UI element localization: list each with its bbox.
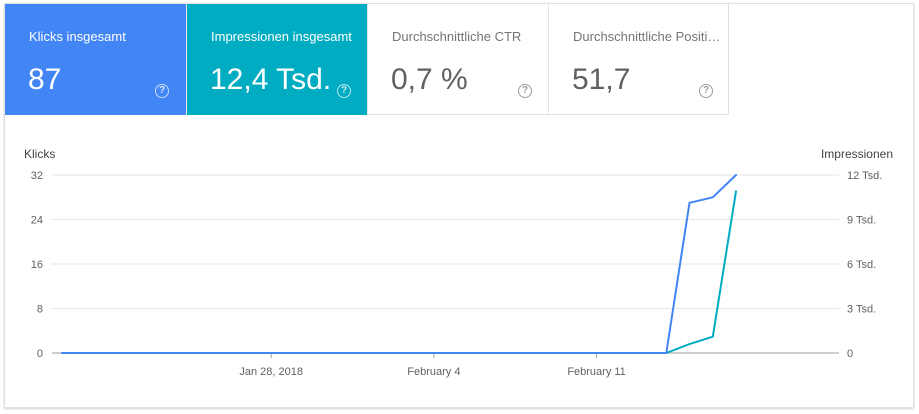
metric-card-clicks[interactable]: Klicks insgesamt 87 ? xyxy=(5,4,186,115)
y-tick-label-right: 0 xyxy=(847,348,853,360)
y-tick-label-left: 16 xyxy=(31,259,43,271)
metric-value: 0,7 % xyxy=(391,63,468,96)
metric-value: 12,4 Tsd. xyxy=(210,63,332,96)
metric-card-ctr[interactable]: Durchschnittliche CTR 0,7 % ? xyxy=(367,4,548,115)
metric-value: 87 xyxy=(28,63,62,96)
series-line-impressions xyxy=(61,190,737,354)
help-icon[interactable]: ? xyxy=(518,84,532,98)
help-icon[interactable]: ? xyxy=(699,84,713,98)
metric-card-impressions[interactable]: Impressionen insgesamt 12,4 Tsd. ? xyxy=(186,4,367,115)
y-tick-label-left: 32 xyxy=(31,170,43,182)
y-tick-label-right: 12 Tsd. xyxy=(847,170,882,182)
y-axis-title-left: Klicks xyxy=(24,147,55,161)
help-icon[interactable]: ? xyxy=(337,84,351,98)
y-tick-label-right: 9 Tsd. xyxy=(847,215,876,227)
metric-card-position[interactable]: Durchschnittliche Positi… 51,7 ? xyxy=(548,4,729,115)
metric-cards: Klicks insgesamt 87 ? Impressionen insge… xyxy=(5,4,729,115)
metric-value: 51,7 xyxy=(572,63,631,96)
y-tick-label-right: 3 Tsd. xyxy=(847,304,876,316)
x-tick-label: Jan 28, 2018 xyxy=(239,366,303,378)
x-tick-label: February 11 xyxy=(567,366,626,378)
series-line-clicks xyxy=(61,174,737,354)
help-icon[interactable]: ? xyxy=(155,84,169,98)
y-tick-label-left: 24 xyxy=(31,215,43,227)
performance-panel: Klicks insgesamt 87 ? Impressionen insge… xyxy=(4,3,914,408)
y-tick-label-left: 8 xyxy=(37,304,43,316)
y-tick-label-left: 0 xyxy=(37,348,43,360)
x-tick-label: February 4 xyxy=(407,366,460,378)
y-axis-title-right: Impressionen xyxy=(821,147,893,161)
y-tick-label-right: 6 Tsd. xyxy=(847,259,876,271)
